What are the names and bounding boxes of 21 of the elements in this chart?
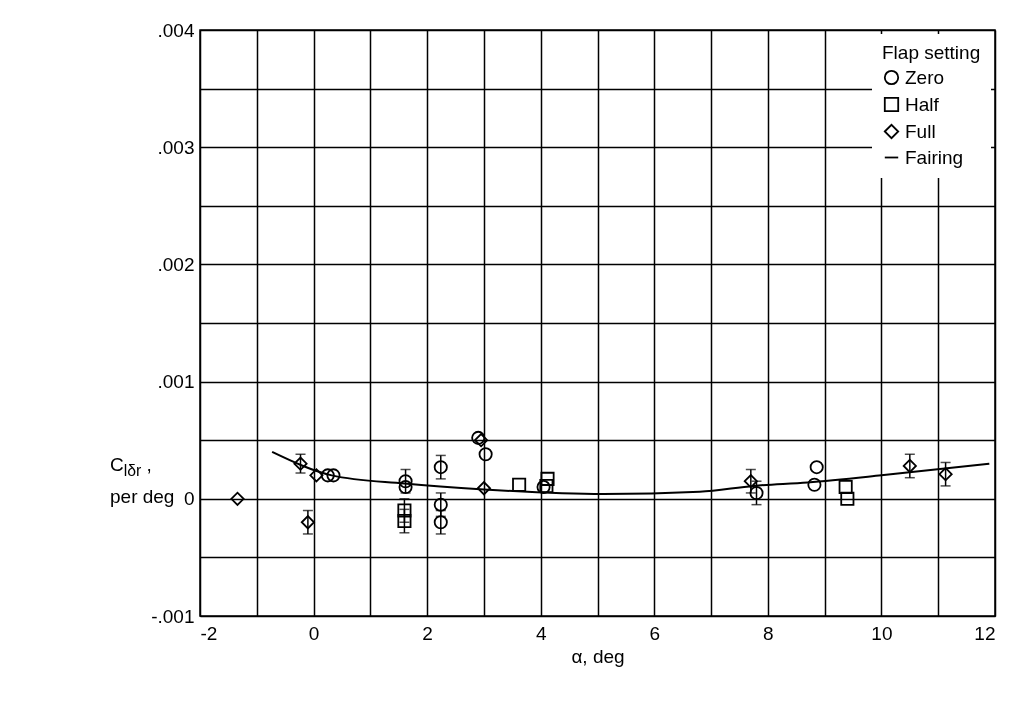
y-tick-label: .003 [157, 136, 195, 158]
y-tick-label: .004 [157, 19, 195, 41]
legend-label: Half [905, 93, 940, 115]
y-axis-title: C$_{lδr}$ , per deg [110, 453, 176, 509]
y-tick-label: -.001 [151, 605, 195, 627]
legend-title: Flap setting [882, 42, 981, 63]
x-tick-label: 4 [535, 622, 547, 644]
x-tick-label: 12 [974, 622, 996, 644]
x-axis-title: α, deg [571, 645, 625, 667]
x-tick-label: 0 [308, 622, 320, 644]
y-tick-label: 0 [183, 488, 195, 510]
x-tick-label: 2 [422, 622, 433, 644]
y-tick-label: .001 [157, 371, 195, 393]
legend-label: Zero [905, 66, 945, 88]
x-tick-label: 8 [763, 622, 774, 644]
legend-label: Fairing [905, 146, 964, 168]
x-tick-label: -2 [200, 622, 218, 644]
y-tick-label: .002 [157, 253, 195, 275]
legend-label: Full [905, 120, 936, 142]
x-tick-label: 6 [649, 622, 661, 644]
x-tick-label: 10 [871, 622, 893, 644]
